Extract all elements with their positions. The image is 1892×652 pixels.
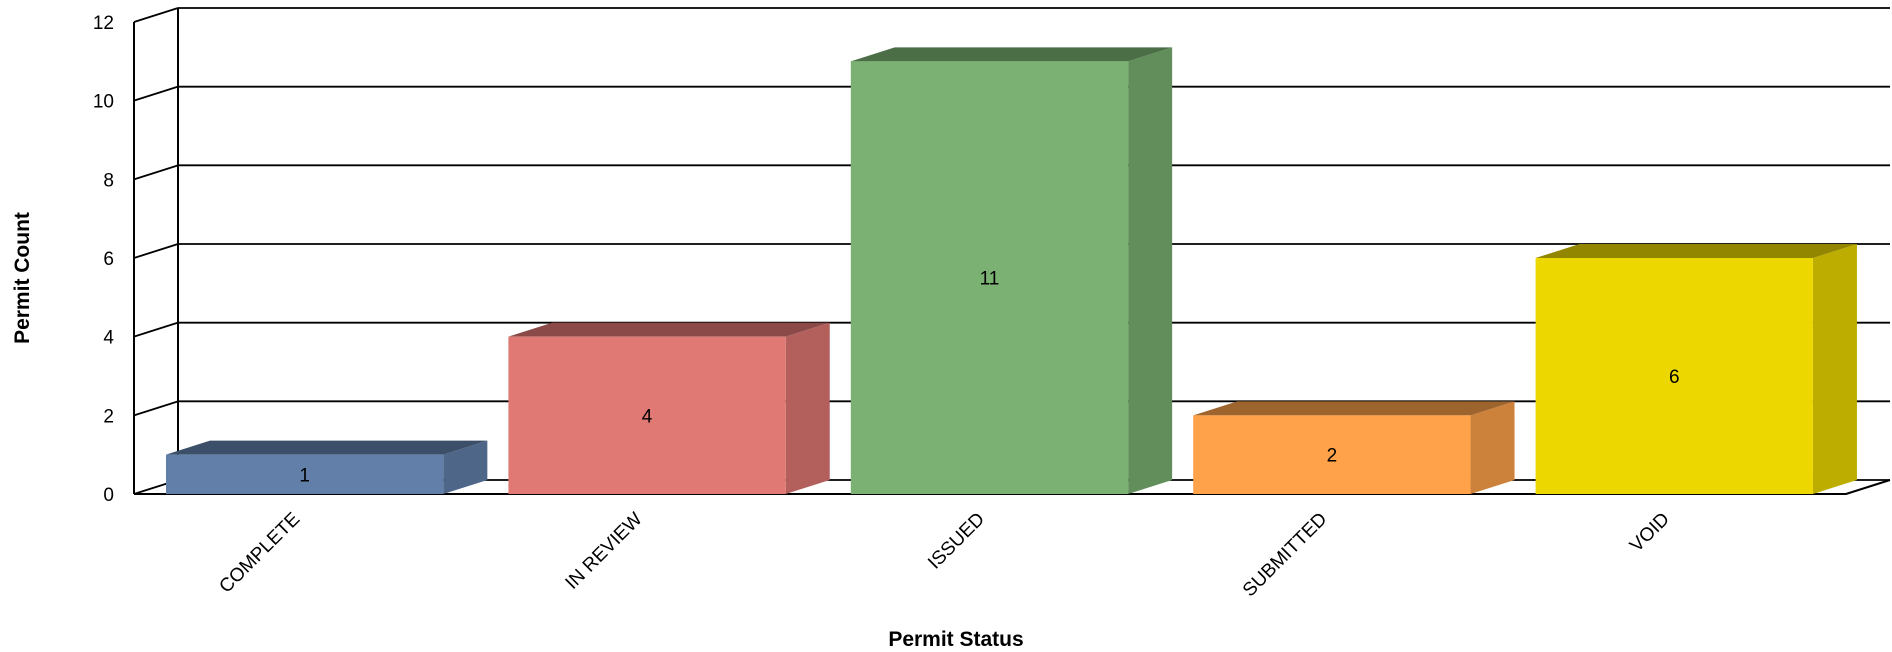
x-category-label: VOID	[1626, 509, 1674, 557]
bar: 6	[1535, 244, 1857, 494]
y-tick-label: 4	[103, 328, 114, 349]
gridline-diagonal	[133, 400, 179, 417]
y-tick-label: 12	[93, 13, 114, 34]
y-axis-title: Permit Count	[11, 212, 34, 344]
bar-front	[166, 454, 444, 494]
gridline-diagonal	[133, 243, 179, 259]
data-label: 1	[299, 465, 310, 486]
gridline-diagonal	[133, 85, 179, 102]
bar-top	[166, 440, 488, 455]
bar-side	[1470, 401, 1515, 494]
bar: 4	[508, 322, 830, 494]
gridline-diagonal	[133, 321, 179, 338]
bar-top	[508, 322, 830, 337]
bar-side	[1128, 47, 1173, 494]
data-label: 2	[1327, 446, 1338, 467]
bar-side	[785, 322, 830, 494]
bar-front	[508, 336, 786, 494]
x-category-label: ISSUED	[924, 509, 989, 574]
bar-top	[1535, 244, 1857, 258]
data-label: 6	[1669, 367, 1680, 388]
bar-side	[1812, 244, 1857, 494]
x-category-label: COMPLETE	[215, 509, 304, 598]
y-axis-ticks: 0 2 4 6 8 10 12	[93, 13, 115, 506]
y-tick-label: 0	[103, 485, 114, 506]
data-label: 11	[980, 269, 1000, 290]
y-tick-label: 8	[103, 170, 114, 191]
bar-top	[850, 47, 1173, 62]
bar: 11	[850, 47, 1173, 494]
x-axis-title: Permit Status	[888, 628, 1023, 651]
gridline-diagonal	[133, 164, 179, 181]
bars: 1 4 11 2 6	[166, 47, 1857, 494]
bar-front	[1535, 258, 1813, 494]
gridline-diagonal	[133, 7, 179, 23]
x-axis-categories: COMPLETE IN REVIEW ISSUED SUBMITTED VOID	[215, 509, 1673, 602]
x-category-label: IN REVIEW	[562, 509, 647, 594]
data-label: 4	[642, 406, 653, 427]
y-tick-label: 6	[103, 249, 114, 270]
y-tick-label: 2	[103, 406, 114, 427]
bar-top	[1193, 401, 1515, 416]
y-tick-label: 10	[93, 92, 114, 113]
bar: 2	[1193, 401, 1515, 494]
bar-side	[443, 440, 488, 494]
bar-front	[850, 61, 1129, 494]
x-category-label: SUBMITTED	[1239, 509, 1331, 601]
bar: 1	[166, 440, 488, 494]
bar-front	[1193, 415, 1471, 494]
